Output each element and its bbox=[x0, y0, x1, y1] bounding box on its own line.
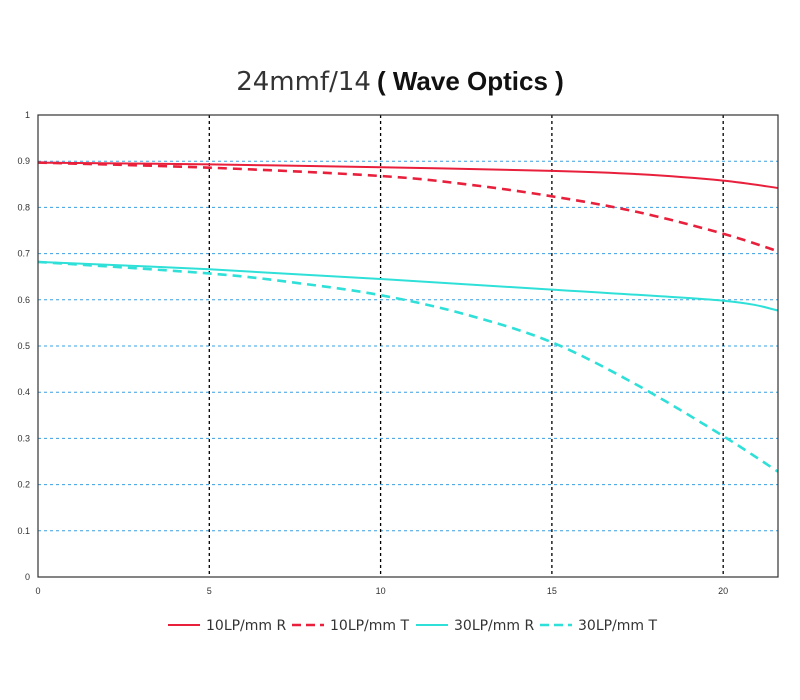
y-tick-label: 0.7 bbox=[17, 249, 30, 259]
series-line-30lp-mm-t bbox=[37, 260, 779, 473]
x-tick-label: 15 bbox=[547, 586, 557, 596]
x-tick-label: 5 bbox=[207, 586, 212, 596]
legend-label-10lp-mm-t: 10LP/mm T bbox=[330, 618, 409, 634]
chart-title-name: 24mmf/14 bbox=[236, 67, 371, 97]
legend-label-30lp-mm-r: 30LP/mm R bbox=[454, 618, 534, 634]
y-tick-label: 0.6 bbox=[17, 295, 30, 305]
series-layer bbox=[37, 161, 779, 473]
legend-label-30lp-mm-t: 30LP/mm T bbox=[578, 618, 657, 634]
x-tick-label: 10 bbox=[376, 586, 386, 596]
y-tick-label: 0.9 bbox=[17, 156, 30, 166]
legend-label-10lp-mm-r: 10LP/mm R bbox=[206, 618, 286, 634]
tick-layer: 00.10.20.30.40.50.60.70.80.910 5 10 15 20 bbox=[17, 110, 728, 596]
plot-frame bbox=[37, 114, 779, 578]
series-line-10lp-mm-r bbox=[37, 161, 779, 189]
y-tick-label: 0.8 bbox=[17, 202, 30, 212]
y-tick-label: 0.4 bbox=[17, 387, 30, 397]
y-tick-label: 0 bbox=[25, 572, 30, 582]
x-tick-label: 0 bbox=[35, 586, 40, 596]
chart-subtitle: ( Wave Optics ) bbox=[376, 66, 564, 96]
legend-layer: 10LP/mm R 10LP/mm T 30LP/mm R 30LP/mm T bbox=[168, 618, 657, 634]
x-tick-label: 20 bbox=[718, 586, 728, 596]
y-tick-label: 0.5 bbox=[17, 341, 30, 351]
series-line-10lp-mm-t bbox=[37, 161, 779, 253]
y-tick-label: 0.1 bbox=[17, 526, 30, 536]
series-line-30lp-mm-r bbox=[37, 260, 779, 312]
y-tick-label: 0.2 bbox=[17, 480, 30, 490]
chart-title: 24mmf/14( Wave Optics ) bbox=[0, 66, 800, 97]
grid-layer bbox=[38, 115, 778, 577]
y-tick-label: 1 bbox=[25, 110, 30, 120]
y-tick-label: 0.3 bbox=[17, 433, 30, 443]
